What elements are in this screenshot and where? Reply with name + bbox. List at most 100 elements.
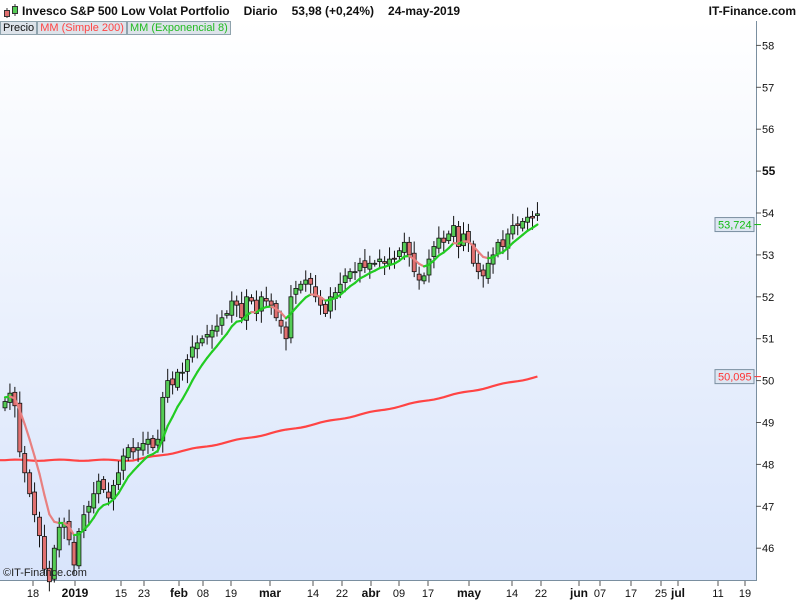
candle xyxy=(377,249,383,270)
candle-body xyxy=(441,237,447,243)
sma200-last-value-box xyxy=(714,369,755,385)
candle xyxy=(268,293,274,315)
candle xyxy=(372,259,378,267)
ema8-segment xyxy=(43,493,51,516)
candle-body xyxy=(96,480,102,495)
ema8-segment xyxy=(171,405,179,418)
candle xyxy=(382,256,388,276)
ema8-segment xyxy=(413,258,421,265)
ema8-segment xyxy=(127,470,135,478)
ema8-segment xyxy=(220,332,228,341)
x-tick-label: may xyxy=(457,586,481,600)
candle xyxy=(194,335,200,359)
x-tick-label: 09 xyxy=(393,588,405,600)
candle-body xyxy=(525,216,530,223)
candle xyxy=(91,481,97,514)
candle xyxy=(214,314,220,337)
candle-body xyxy=(130,447,136,453)
ema8-segment xyxy=(92,508,100,519)
instrument-name: Invesco S&P 500 Low Volat Portfolio xyxy=(22,4,230,18)
legend-sma200[interactable]: MM (Simple 200) xyxy=(37,21,127,35)
candle xyxy=(204,324,210,345)
candle-body xyxy=(244,296,249,321)
candle xyxy=(37,511,42,548)
candle xyxy=(392,250,397,269)
candle xyxy=(224,310,230,319)
candle-body xyxy=(17,402,23,453)
candle xyxy=(342,268,348,293)
ema8-segment xyxy=(215,338,224,348)
ema8-segment xyxy=(186,379,194,392)
candle-body xyxy=(185,359,190,372)
x-tick-label: 23 xyxy=(138,588,150,600)
ema8-segment xyxy=(506,241,514,250)
candle-body xyxy=(189,346,195,358)
candle-body xyxy=(22,453,28,474)
candle-body xyxy=(268,300,274,306)
candle xyxy=(303,270,309,292)
candle-body xyxy=(56,526,62,551)
ema8-segment xyxy=(353,277,362,285)
candle-body xyxy=(2,401,8,409)
candle xyxy=(219,310,225,335)
candle xyxy=(254,290,259,322)
x-tick-label: feb xyxy=(170,586,188,600)
candle-body xyxy=(342,275,348,283)
candle xyxy=(451,215,457,245)
candle xyxy=(140,431,146,456)
candle-body xyxy=(406,241,412,256)
ema8-segment xyxy=(97,504,105,511)
x-tick-label: 17 xyxy=(422,588,434,600)
ema8-last-value: 53,724 xyxy=(718,220,752,232)
legend-price[interactable]: Precio xyxy=(0,21,38,35)
candle xyxy=(461,222,466,252)
y-tick-label: 57 xyxy=(762,82,774,94)
candle xyxy=(480,264,486,288)
candle-body xyxy=(76,531,82,567)
candle xyxy=(535,202,540,221)
candle-body xyxy=(140,443,146,451)
ema8-segment xyxy=(28,438,36,458)
candle xyxy=(244,289,249,330)
candle-body xyxy=(485,262,491,279)
candle-body xyxy=(209,329,215,338)
candle xyxy=(239,291,245,324)
candle-body xyxy=(470,243,476,264)
candle-body xyxy=(382,261,388,264)
last-value-labels: 53,724 50,095 xyxy=(714,217,761,385)
candle xyxy=(2,398,8,412)
ema8-segment xyxy=(166,415,174,427)
ema8-segment xyxy=(38,472,46,497)
candle-body xyxy=(446,233,452,242)
x-tick-label: 07 xyxy=(594,588,606,600)
candle-body xyxy=(229,300,235,316)
candle xyxy=(229,291,235,323)
candle xyxy=(185,354,190,384)
candle xyxy=(510,213,516,240)
candle xyxy=(17,391,23,458)
x-tick-label: 22 xyxy=(336,588,348,600)
candle xyxy=(396,247,402,260)
candle xyxy=(199,335,205,347)
candle-body xyxy=(500,239,506,247)
candle xyxy=(456,220,461,259)
candle xyxy=(46,560,52,592)
candle xyxy=(115,461,121,490)
candle-body xyxy=(411,252,417,273)
candle xyxy=(431,241,437,269)
candle-body xyxy=(327,296,333,312)
y-tick-label: 52 xyxy=(762,292,774,304)
candle xyxy=(189,335,195,363)
ema8-segment xyxy=(477,250,485,259)
candle-body xyxy=(535,213,540,216)
candle-body xyxy=(475,262,481,273)
ema8-segment xyxy=(156,437,164,452)
candle-body xyxy=(135,447,141,451)
ema8-segment xyxy=(467,240,475,248)
legend-ema8[interactable]: MM (Exponencial 8) xyxy=(126,21,231,35)
ema8-segment xyxy=(112,492,120,501)
candle xyxy=(170,371,176,395)
candle xyxy=(234,295,240,317)
candle xyxy=(520,218,526,232)
candle-body xyxy=(91,493,97,509)
